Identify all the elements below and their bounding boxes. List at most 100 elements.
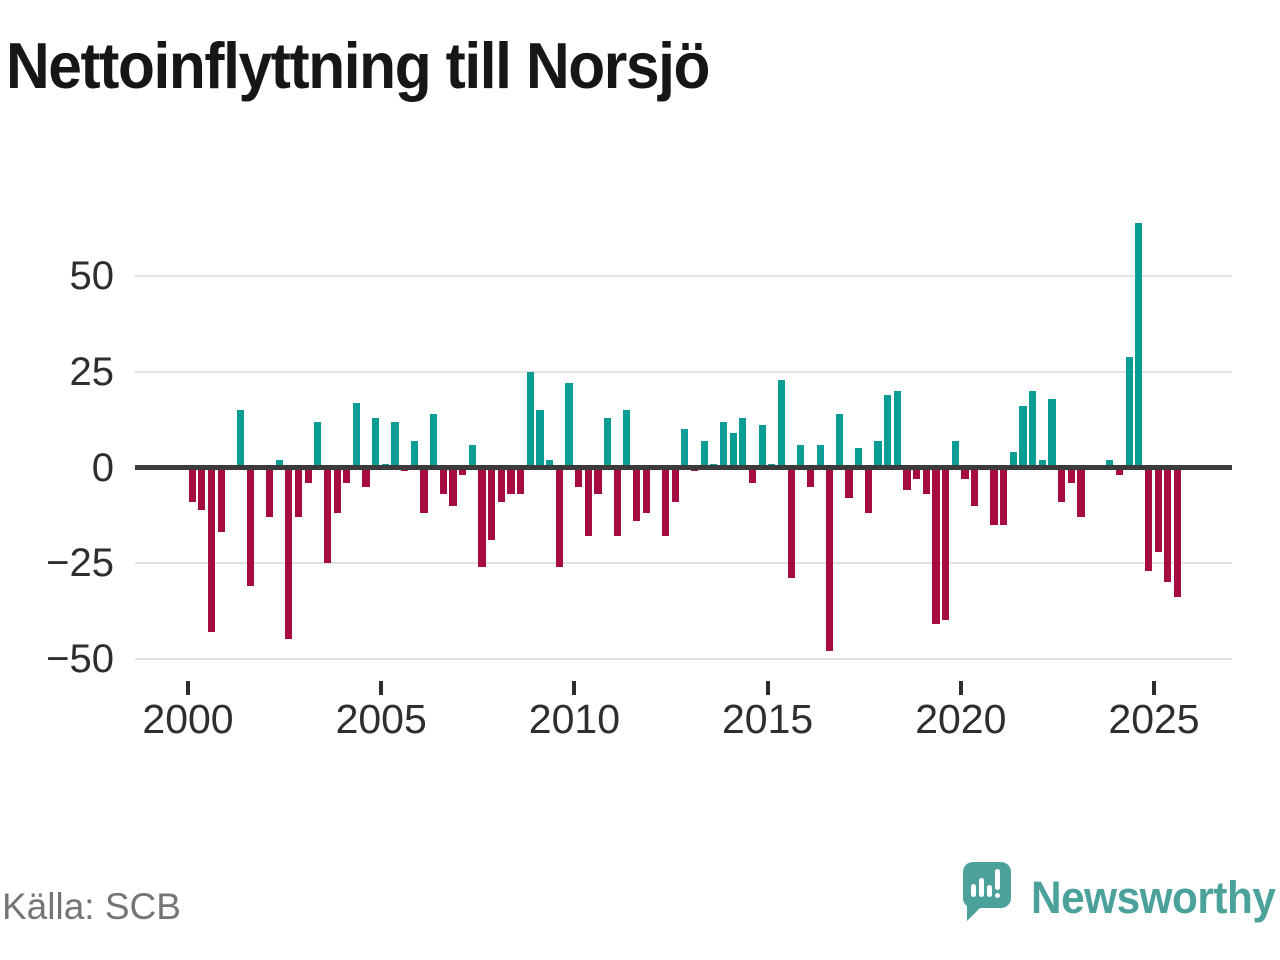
bar-positive — [314, 421, 322, 468]
newsworthy-logo: Newsworthy — [963, 860, 1280, 930]
bar-negative — [942, 467, 950, 621]
bar-positive — [430, 414, 438, 468]
bar-negative — [1067, 467, 1075, 483]
bar-negative — [1077, 467, 1085, 518]
x-axis-tick — [572, 681, 577, 695]
bar-negative — [971, 467, 979, 506]
bar-negative — [294, 467, 303, 518]
bar-negative — [671, 467, 679, 502]
bar-negative — [207, 467, 216, 632]
bar-negative — [1164, 467, 1172, 583]
bar-negative — [555, 467, 563, 567]
bar-negative — [632, 467, 641, 521]
x-axis-tick-label: 2000 — [142, 696, 234, 742]
zero-baseline — [135, 465, 1232, 470]
bar-negative — [246, 467, 254, 586]
bar-negative — [922, 467, 930, 495]
gridline-y-−50 — [135, 657, 1232, 660]
bar-negative — [323, 467, 332, 563]
bar-positive — [893, 391, 901, 468]
x-axis-tick — [765, 681, 770, 695]
bar-positive — [410, 440, 418, 468]
bar-negative — [932, 467, 940, 625]
bar-negative — [961, 467, 969, 479]
bar-negative — [488, 467, 496, 541]
logo-chart-bar-icon — [971, 884, 976, 897]
bar-negative — [594, 467, 602, 495]
bar-positive — [874, 440, 882, 468]
bar-negative — [362, 467, 370, 487]
x-axis-tick — [1152, 681, 1156, 695]
logo-chart-bar-icon — [979, 878, 984, 897]
bar-negative — [449, 467, 457, 506]
bar-positive — [884, 394, 892, 468]
bar-positive — [777, 379, 786, 468]
bar-negative — [517, 467, 525, 495]
bar-negative — [1115, 467, 1124, 476]
bar-positive — [1029, 391, 1037, 468]
bar-negative — [1144, 467, 1153, 571]
x-axis-tick — [958, 681, 963, 695]
bar-positive — [1009, 452, 1017, 468]
bar-negative — [198, 467, 206, 510]
bar-negative — [343, 467, 351, 483]
bar-negative — [661, 467, 670, 537]
logo-bubble-tail — [967, 904, 984, 921]
bar-positive — [816, 444, 824, 468]
y-axis-tick-label: 25 — [69, 349, 115, 394]
x-axis-tick-label: 2020 — [915, 696, 1007, 742]
bar-positive — [835, 414, 843, 468]
bar-positive — [729, 433, 737, 468]
bar-negative — [806, 467, 815, 487]
y-axis-tick-label: 0 — [91, 445, 114, 490]
bar-positive — [546, 459, 554, 468]
bar-negative — [584, 467, 592, 537]
bar-negative — [913, 467, 921, 479]
bar-negative — [188, 467, 196, 502]
bar-positive — [739, 417, 747, 468]
logo-exclamation-icon — [995, 869, 1000, 890]
bar-positive — [565, 383, 573, 468]
x-axis-tick-label: 2025 — [1108, 696, 1200, 742]
gridline-y-−25 — [135, 562, 1232, 564]
bar-positive — [623, 410, 631, 468]
bar-negative — [787, 467, 795, 579]
bar-negative — [285, 467, 293, 640]
logo-chart-bar-icon — [987, 885, 992, 897]
bar-positive — [1135, 222, 1143, 468]
x-axis-tick-label: 2005 — [335, 696, 427, 742]
bar-negative — [459, 467, 467, 476]
bar-negative — [420, 467, 428, 514]
bar-negative — [748, 467, 757, 483]
bar-positive — [797, 444, 805, 468]
y-axis-tick-label: 50 — [69, 254, 115, 299]
bar-positive — [1019, 406, 1027, 468]
bar-positive — [1106, 459, 1114, 468]
bar-negative — [575, 467, 583, 487]
x-axis-tick-label: 2015 — [721, 696, 814, 742]
bar-negative — [333, 467, 341, 514]
bar-positive — [681, 429, 689, 468]
bar-negative — [439, 467, 447, 495]
bar-negative — [1000, 467, 1008, 525]
gridline-y-25 — [135, 370, 1232, 373]
bar-negative — [642, 467, 650, 514]
bar-positive — [603, 417, 612, 468]
bar-negative — [1058, 467, 1066, 502]
bar-positive — [719, 421, 728, 468]
bar-negative — [1154, 467, 1162, 552]
bar-negative — [990, 467, 998, 525]
bar-positive — [391, 421, 399, 468]
bar-positive — [275, 459, 283, 468]
bar-negative — [845, 467, 853, 499]
bar-positive — [1038, 459, 1046, 468]
bar-negative — [1173, 467, 1182, 598]
bar-positive — [758, 425, 766, 468]
logo-speech-bubble-icon — [963, 862, 1011, 908]
bar-negative — [265, 467, 274, 518]
bar-positive — [236, 410, 245, 468]
gridline-y-50 — [135, 275, 1232, 278]
chart-title: Nettoinflyttning till Norsjö — [6, 29, 710, 102]
x-axis-tick — [186, 681, 190, 695]
